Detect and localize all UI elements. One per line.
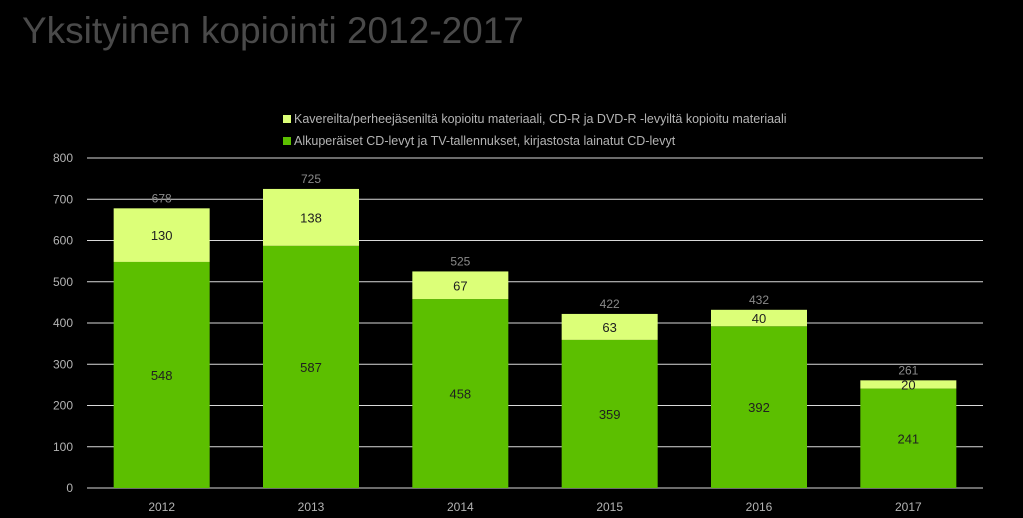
bar-segment-copied [412,271,509,300]
x-tick-label: 2015 [596,500,623,514]
total-label: 678 [152,191,172,205]
data-label: 359 [599,407,621,422]
x-tick-label: 2014 [447,500,474,514]
total-label: 525 [450,254,470,268]
y-tick-label: 200 [53,399,73,413]
total-label: 432 [749,293,769,307]
legend-swatch-original-media [283,137,291,145]
data-label: 40 [752,311,766,326]
data-label: 548 [151,368,173,383]
bar-segment-original [860,388,957,488]
legend-label-copied-material: Kavereilta/perheejäseniltä kopioitu mate… [294,112,787,126]
legend-label-original-media: Alkuperäiset CD-levyt ja TV-tallennukset… [294,134,676,148]
x-tick-label: 2016 [746,500,773,514]
data-label: 130 [151,228,173,243]
total-label: 725 [301,172,321,186]
y-tick-label: 500 [53,275,73,289]
data-label: 63 [602,320,616,335]
legend-item-original-media: Alkuperäiset CD-levyt ja TV-tallennukset… [283,130,787,152]
bar-segment-original [263,245,359,488]
x-tick-label: 2012 [148,500,175,514]
bar-segment-copied [113,208,210,262]
x-tick-label: 2013 [298,500,325,514]
y-tick-label: 400 [53,316,73,330]
data-label: 587 [300,360,322,375]
legend-item-copied-material: Kavereilta/perheejäseniltä kopioitu mate… [283,108,787,130]
data-label: 138 [300,210,322,225]
bar-segment-original [412,299,509,488]
bar-segment-copied [711,309,807,327]
bar-segment-original [113,261,210,488]
y-tick-label: 600 [53,234,73,248]
data-label: 67 [453,278,467,293]
bar-segment-copied [561,313,658,340]
legend: Kavereilta/perheejäseniltä kopioitu mate… [283,108,787,152]
data-label: 392 [748,400,770,415]
y-tick-label: 100 [53,440,73,454]
y-tick-label: 0 [66,481,73,495]
data-label: 241 [897,431,919,446]
total-label: 422 [600,297,620,311]
total-label: 261 [898,363,918,377]
data-label: 458 [449,387,471,402]
chart-title: Yksityinen kopiointi 2012-2017 [22,10,524,51]
data-label: 20 [901,377,915,392]
bar-segment-copied [860,380,957,389]
bar-segment-copied [263,188,359,246]
y-tick-label: 800 [53,151,73,165]
bar-segment-original [561,339,658,488]
bar-segment-original [711,326,807,488]
y-tick-label: 700 [53,192,73,206]
x-tick-label: 2017 [895,500,922,514]
y-tick-label: 300 [53,357,73,371]
legend-swatch-copied-material [283,115,291,123]
